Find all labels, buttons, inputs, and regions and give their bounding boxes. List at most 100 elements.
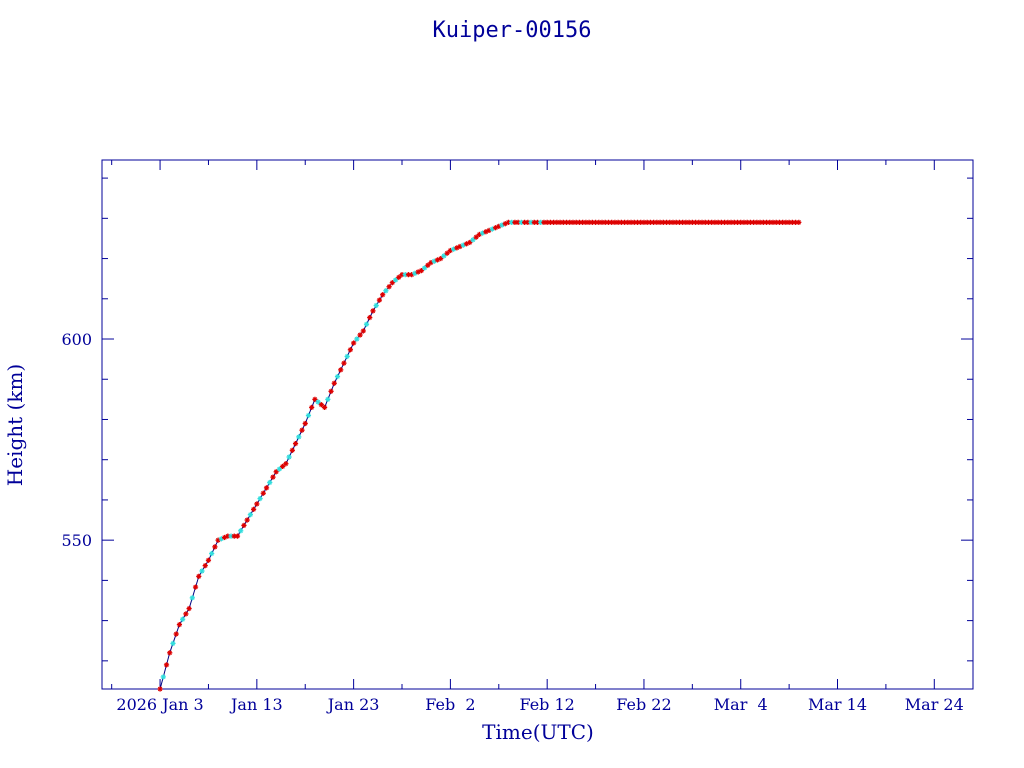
x-axis-tick-labels: 2026 Jan 3 Jan 13 Jan 23 Feb 2 Feb 12 Feb 22 M… (116, 695, 963, 714)
data-point-stroke (706, 220, 711, 225)
data-point (325, 396, 331, 402)
data-point-stroke (312, 397, 318, 402)
data-point (383, 288, 389, 294)
data-point-stroke (283, 461, 289, 466)
data-point (773, 219, 779, 225)
data-point-stroke (399, 272, 405, 277)
data-point-stroke (335, 374, 340, 379)
data-point (751, 219, 757, 225)
data-point-stroke (638, 220, 643, 225)
data-point-stroke (406, 272, 411, 277)
data-point (354, 336, 360, 342)
x-tick-label: Mar 4 (714, 695, 768, 714)
data-point-stroke (261, 491, 266, 496)
data-point (167, 650, 173, 656)
data-point (254, 501, 260, 507)
data-point (554, 219, 560, 225)
data-point (251, 506, 257, 512)
data-point-stroke (522, 220, 527, 225)
data-point-stroke (709, 220, 714, 225)
data-point-stroke (538, 220, 543, 225)
data-point-stroke (619, 220, 624, 225)
data-point (202, 563, 208, 569)
data-point-stroke (654, 220, 660, 225)
data-point-stroke (580, 220, 585, 225)
data-point (634, 219, 641, 225)
data-point-stroke (699, 220, 705, 225)
data-point-stroke (238, 528, 243, 533)
data-point-stroke (680, 220, 685, 225)
data-point (347, 347, 353, 353)
data-point (292, 441, 299, 447)
data-point-stroke (344, 354, 350, 359)
data-point (738, 219, 744, 225)
data-point (567, 219, 573, 225)
data-point-stroke (761, 220, 766, 225)
data-point (186, 605, 192, 612)
data-point (367, 314, 373, 321)
data-point (270, 474, 276, 480)
data-point-stroke (648, 220, 653, 225)
data-point (263, 485, 270, 491)
data-point-stroke (257, 496, 263, 501)
data-point (392, 277, 399, 283)
data-point-stroke (570, 220, 576, 225)
x-tick-label: Mar 14 (808, 695, 867, 714)
data-point (341, 360, 347, 366)
data-point-stroke (725, 220, 731, 225)
data-point (638, 219, 644, 225)
data-point-stroke (512, 220, 518, 225)
data-point (286, 454, 292, 460)
data-point-stroke (599, 220, 605, 225)
data-point (541, 219, 547, 225)
data-point-stroke (593, 220, 598, 225)
data-point-stroke (290, 448, 295, 453)
data-point (351, 340, 357, 346)
data-point-stroke (777, 220, 782, 225)
data-point-stroke (315, 399, 321, 405)
data-point-stroke (670, 220, 676, 225)
data-point-stroke (296, 434, 301, 440)
x-tick-label: Feb 22 (616, 695, 671, 714)
data-point-stroke (380, 292, 385, 297)
data-point-stroke (793, 220, 798, 225)
data-point-stroke (190, 595, 195, 601)
data-point-stroke (615, 220, 621, 225)
y-axis-tick-labels: 550 600 (61, 330, 92, 550)
data-point-stroke (551, 220, 556, 225)
x-tick-label: Mar 24 (905, 695, 964, 714)
y-axis-ticks (102, 177, 973, 662)
data-point (373, 302, 379, 309)
data-point-stroke (286, 454, 292, 460)
data-point-stroke (738, 220, 743, 225)
data-point-stroke (796, 220, 802, 225)
data-point-stroke (790, 220, 795, 225)
data-point-stroke (603, 220, 608, 225)
data-point-stroke (690, 220, 695, 225)
data-point-stroke (532, 220, 537, 225)
data-point-stroke (715, 220, 721, 225)
y-axis-label: Height (km) (3, 364, 27, 486)
data-point (163, 662, 170, 668)
data-point-stroke (241, 523, 247, 528)
data-point (296, 434, 302, 440)
data-point (302, 420, 308, 427)
data-point-stroke (161, 674, 166, 680)
data-point-stroke (515, 220, 521, 225)
data-point-stroke (332, 381, 337, 386)
data-point (702, 219, 708, 225)
data-point (199, 568, 205, 574)
data-point-stroke (177, 622, 182, 627)
data-point-stroke (641, 220, 647, 225)
data-point (551, 219, 557, 225)
data-point (757, 219, 763, 225)
x-tick-label: Jan 23 (326, 695, 380, 714)
data-point-stroke (609, 220, 614, 225)
data-point-stroke (780, 220, 785, 225)
data-point-stroke (735, 220, 740, 225)
data-point (796, 219, 802, 225)
data-point-stroke (574, 220, 579, 225)
data-point-stroke (180, 617, 185, 622)
data-point-stroke (306, 413, 311, 418)
